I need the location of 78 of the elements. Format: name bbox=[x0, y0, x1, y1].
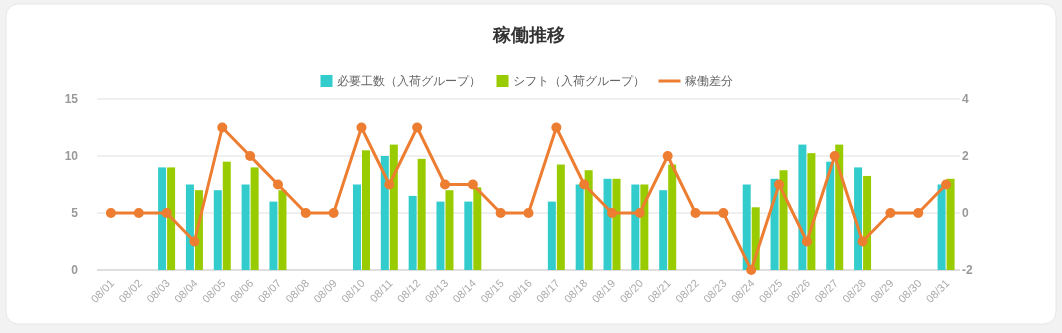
bar bbox=[445, 190, 454, 270]
y-tick-label: 5 bbox=[71, 206, 79, 220]
point bbox=[133, 208, 144, 218]
point bbox=[913, 208, 924, 218]
bar bbox=[742, 184, 751, 270]
bar bbox=[269, 201, 278, 270]
bar bbox=[278, 190, 287, 270]
bar bbox=[389, 144, 398, 270]
point bbox=[328, 208, 339, 218]
point bbox=[634, 208, 645, 218]
bar bbox=[352, 184, 361, 270]
bar bbox=[380, 156, 389, 270]
bar bbox=[185, 184, 194, 270]
point bbox=[718, 208, 729, 218]
y2-tick-label: 2 bbox=[962, 149, 969, 163]
bar bbox=[659, 190, 668, 270]
bar bbox=[668, 164, 677, 270]
bar bbox=[167, 167, 176, 270]
point bbox=[272, 179, 283, 190]
y2-tick-label: -2 bbox=[962, 263, 973, 277]
bar bbox=[946, 178, 955, 270]
legend-label: シフト（入荷グループ） bbox=[512, 74, 645, 88]
point bbox=[467, 179, 478, 190]
bar bbox=[464, 201, 473, 270]
bar bbox=[361, 150, 370, 270]
point bbox=[774, 179, 785, 190]
point bbox=[829, 151, 840, 161]
bar bbox=[575, 184, 584, 270]
bar bbox=[937, 184, 946, 270]
point bbox=[161, 208, 172, 218]
bar bbox=[436, 201, 445, 270]
point bbox=[105, 208, 116, 218]
point bbox=[439, 179, 450, 190]
bar bbox=[779, 170, 788, 270]
point bbox=[885, 208, 896, 218]
bar bbox=[603, 178, 612, 270]
point bbox=[300, 208, 311, 218]
bar bbox=[408, 195, 417, 270]
point bbox=[189, 236, 200, 247]
point bbox=[412, 122, 423, 133]
point bbox=[579, 179, 590, 190]
bar bbox=[547, 201, 556, 270]
bar bbox=[213, 190, 222, 270]
bar bbox=[241, 184, 250, 270]
legend-label: 必要工数（入荷グループ） bbox=[336, 74, 481, 88]
bar bbox=[584, 170, 593, 270]
y-tick-label: 10 bbox=[64, 149, 79, 163]
point bbox=[746, 265, 757, 275]
bar bbox=[798, 144, 807, 270]
bar bbox=[417, 158, 426, 270]
point bbox=[857, 236, 868, 247]
y2-tick-label: 4 bbox=[962, 92, 969, 106]
bar bbox=[158, 167, 167, 270]
bar bbox=[826, 161, 835, 270]
y-tick-label: 0 bbox=[71, 263, 79, 277]
point bbox=[941, 179, 952, 190]
bar bbox=[222, 161, 231, 270]
bar bbox=[250, 167, 259, 270]
chart-title: 稼働推移 bbox=[491, 25, 565, 45]
point bbox=[356, 122, 367, 133]
point bbox=[384, 179, 395, 190]
point bbox=[523, 208, 534, 218]
point bbox=[245, 151, 256, 161]
bar bbox=[473, 187, 482, 270]
y-tick-label: 15 bbox=[64, 92, 79, 106]
point bbox=[662, 151, 673, 161]
point bbox=[551, 122, 562, 133]
point bbox=[607, 208, 618, 218]
bar bbox=[863, 175, 872, 270]
bar bbox=[631, 184, 640, 270]
point bbox=[801, 236, 812, 247]
bar bbox=[556, 164, 565, 270]
y2-tick-label: 0 bbox=[962, 206, 969, 220]
legend-label: 稼働差分 bbox=[684, 74, 733, 88]
point bbox=[495, 208, 506, 218]
bar bbox=[612, 178, 621, 270]
point bbox=[690, 208, 701, 218]
point bbox=[217, 122, 228, 133]
